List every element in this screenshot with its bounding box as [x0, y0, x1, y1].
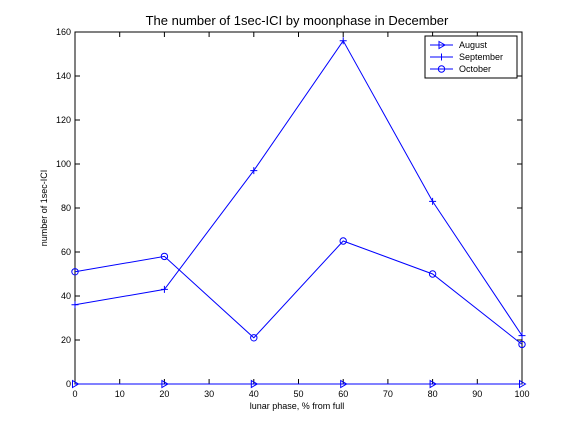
data-point-september — [160, 285, 168, 293]
chart-title: The number of 1sec-ICI by moonphase in D… — [146, 13, 449, 28]
y-tick-label: 160 — [56, 27, 71, 37]
legend-label-october: October — [459, 64, 491, 74]
data-point-september — [71, 301, 79, 309]
x-tick-label: 50 — [293, 389, 303, 399]
series-september — [71, 37, 526, 340]
data-point-october — [518, 340, 526, 349]
x-tick-label: 30 — [204, 389, 214, 399]
x-tick-label: 100 — [514, 389, 529, 399]
x-tick-label: 60 — [338, 389, 348, 399]
x-tick-label: 70 — [383, 389, 393, 399]
data-point-september — [429, 197, 437, 205]
data-point-september — [339, 37, 347, 45]
data-point-august — [72, 379, 80, 389]
x-tick-label: 10 — [115, 389, 125, 399]
data-point-september — [250, 167, 258, 175]
legend-item-august: August — [430, 40, 488, 50]
data-point-october — [71, 268, 79, 276]
legend-marker-october — [437, 65, 446, 73]
y-tick-label: 100 — [56, 159, 71, 169]
legend-marker-august — [438, 40, 446, 50]
data-point-october — [339, 237, 347, 245]
y-tick-label: 20 — [61, 335, 71, 345]
data-point-september — [518, 332, 526, 340]
data-point-october — [250, 334, 258, 342]
legend-label-september: September — [459, 52, 503, 62]
x-tick-label: 90 — [472, 389, 482, 399]
data-point-october — [428, 270, 437, 278]
series-august — [72, 379, 527, 389]
y-tick-label: 140 — [56, 71, 71, 81]
y-tick-label: 80 — [61, 203, 71, 213]
x-tick-label: 0 — [72, 389, 77, 399]
series-line-october — [74, 240, 523, 345]
data-point-august — [429, 379, 438, 389]
data-point-august — [340, 379, 348, 389]
legend-marker-september — [438, 53, 445, 61]
y-tick-label: 60 — [61, 247, 71, 257]
legend-label-august: August — [459, 40, 488, 50]
series-line-september — [74, 39, 523, 336]
series-group — [71, 37, 527, 389]
y-tick-label: 40 — [61, 291, 71, 301]
data-point-august — [519, 379, 527, 389]
legend-box — [424, 35, 518, 79]
data-point-august — [161, 379, 169, 389]
data-point-october — [160, 252, 169, 261]
x-axis-label: lunar phase, % from full — [250, 401, 345, 411]
data-point-august — [250, 379, 259, 389]
legend: August September October — [424, 35, 518, 79]
series-october — [71, 237, 526, 349]
legend-item-october: October — [430, 64, 491, 74]
x-tick-label: 40 — [249, 389, 259, 399]
y-axis-label: number of 1sec-ICI — [39, 170, 49, 247]
y-tick-label: 0 — [66, 379, 71, 389]
legend-item-september: September — [430, 52, 503, 62]
x-tick-label: 20 — [159, 389, 169, 399]
x-tick-label: 80 — [428, 389, 438, 399]
y-tick-label: 120 — [56, 115, 71, 125]
